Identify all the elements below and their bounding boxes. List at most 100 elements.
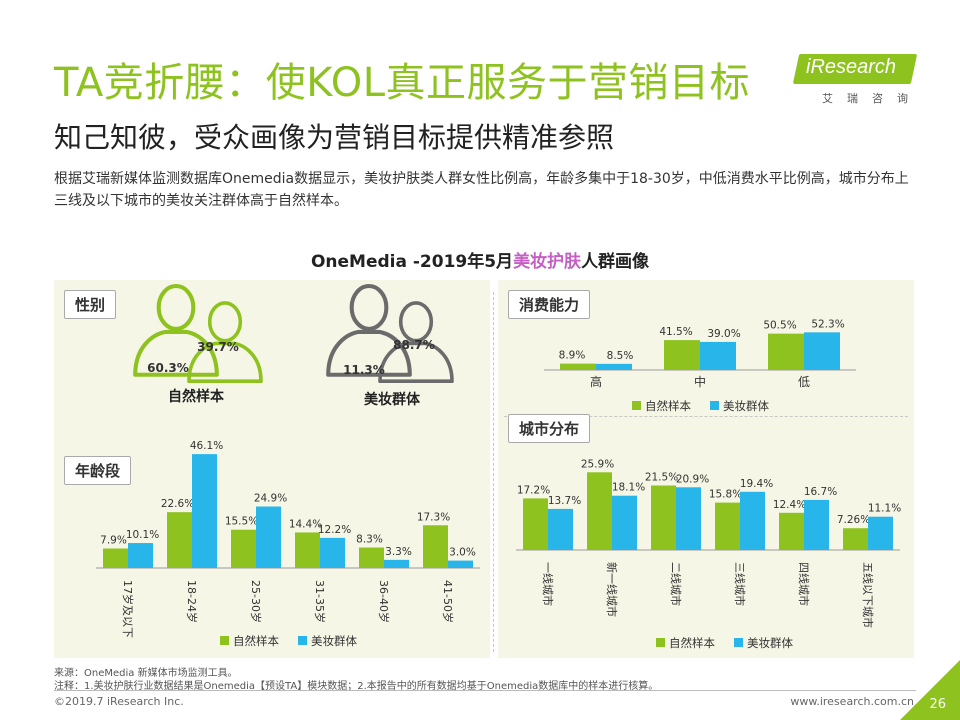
bar-beauty (676, 487, 701, 550)
legend-label-natural: 自然样本 (233, 634, 279, 648)
male-icon (326, 283, 412, 377)
x-tick-label: 中 (694, 374, 706, 389)
bar-natural (651, 485, 676, 550)
female-icon-head (398, 301, 434, 343)
website: www.iresearch.com.cn (790, 695, 914, 708)
x-tick-label: 低 (798, 375, 810, 389)
bar-beauty (804, 499, 829, 550)
bar-data-label: 16.7% (804, 486, 837, 498)
bar-data-label: 3.0% (449, 547, 476, 559)
gender-group-label: 美妆群体 (364, 391, 421, 408)
bar-beauty (548, 508, 573, 550)
vertical-divider (493, 292, 494, 652)
legend-swatch-beauty (710, 401, 719, 410)
bar-data-label: 15.5% (225, 516, 258, 528)
logo-text: iResearch (806, 56, 897, 78)
bar-data-label: 17.2% (517, 484, 550, 496)
x-tick-label: 高 (590, 374, 602, 389)
bar-natural (587, 472, 612, 550)
x-tick-label: 三线城市 (733, 562, 747, 606)
bar-beauty (448, 560, 473, 568)
male-icon-head (349, 283, 389, 331)
female-icon-body (378, 341, 454, 384)
bar-data-label: 14.4% (289, 518, 322, 530)
x-tick-label: 五线以下城市 (861, 562, 875, 628)
footer-divider (54, 690, 916, 691)
bar-data-label: 7.9% (100, 534, 127, 546)
bar-data-label: 18.1% (612, 482, 645, 494)
footer-source: 来源：OneMedia 新媒体市场监测工具。 (54, 668, 238, 679)
legend-swatch-natural (632, 401, 641, 410)
bar-natural (715, 502, 740, 550)
bar-data-label: 19.4% (740, 478, 773, 490)
section-label-city: 城市分布 (508, 414, 591, 443)
page-title: TA竞折腰：使KOL真正服务于营销目标 (54, 60, 751, 106)
x-tick-label: 四线城市 (797, 562, 811, 606)
gender-female-pct: 39.7% (197, 340, 239, 354)
male-icon-head (156, 283, 196, 331)
bar-data-label: 12.4% (773, 499, 806, 511)
bar-data-label: 52.3% (811, 318, 844, 330)
iresearch-logo: iResearch 艾瑞咨询 (792, 50, 922, 110)
legend-label-natural: 自然样本 (669, 636, 715, 650)
bar-data-label: 22.6% (161, 498, 194, 510)
legend-swatch-beauty (298, 636, 307, 645)
bar-beauty (320, 537, 345, 568)
bar-natural (843, 528, 868, 550)
legend-label-beauty: 美妆群体 (723, 399, 769, 413)
horizontal-divider (504, 416, 908, 417)
bar-beauty (868, 516, 893, 550)
legend-label-beauty: 美妆群体 (311, 634, 357, 648)
x-tick-label: 一线城市 (541, 562, 555, 606)
section-label-gender: 性别 (64, 290, 117, 319)
male-icon-body (133, 329, 219, 377)
bar-data-label: 8.5% (607, 350, 634, 362)
gender-group-label: 自然样本 (168, 388, 225, 405)
footer-note: 注释：1.美妆护肤行业数据结果是Onemedia【预设TA】模块数据；2.本报告… (54, 681, 659, 692)
page-number: 26 (929, 697, 946, 712)
bar-data-label: 3.3% (385, 546, 412, 558)
bar-data-label: 12.2% (318, 524, 351, 536)
bar-data-label: 24.9% (254, 492, 287, 504)
bar-data-label: 13.7% (548, 495, 581, 507)
x-tick-label: 18-24岁 (185, 580, 199, 623)
bar-data-label: 8.9% (559, 350, 586, 362)
bar-beauty (700, 341, 736, 370)
bar-natural (295, 532, 320, 568)
bar-natural (523, 498, 548, 550)
bar-data-label: 15.8% (709, 489, 742, 501)
legend-swatch-natural (656, 638, 665, 647)
x-tick-label: 36-40岁 (377, 580, 391, 623)
bar-natural (167, 512, 192, 568)
bar-beauty (256, 506, 281, 568)
legend-label-beauty: 美妆群体 (747, 636, 793, 650)
bar-beauty (612, 495, 637, 550)
gender-male-pct: 11.3% (343, 363, 385, 377)
bar-natural (423, 525, 448, 568)
x-tick-label: 17岁及以下 (121, 580, 135, 638)
x-tick-label: 25-30岁 (249, 580, 263, 623)
bar-data-label: 21.5% (645, 472, 678, 484)
bar-beauty (596, 363, 632, 370)
section-label-age: 年龄段 (64, 456, 132, 485)
chart-title-prefix: OneMedia -2019年5月 (310, 252, 514, 272)
bar-data-label: 17.3% (417, 511, 450, 523)
bar-data-label: 11.1% (868, 503, 901, 515)
page-corner (900, 660, 960, 720)
section-label-spending: 消费能力 (508, 290, 591, 319)
page-subtitle: 知己知彼，受众画像为营销目标提供精准参照 (54, 121, 615, 154)
bar-beauty (740, 491, 765, 550)
gender-male-pct: 60.3% (147, 361, 189, 375)
legend-swatch-beauty (734, 638, 743, 647)
bar-natural (664, 340, 700, 370)
bar-data-label: 25.9% (581, 458, 614, 470)
bar-beauty (804, 332, 840, 370)
bar-natural (103, 548, 128, 568)
bar-natural (779, 512, 804, 550)
bar-data-label: 39.0% (707, 328, 740, 340)
bar-data-label: 46.1% (190, 440, 223, 452)
legend-swatch-natural (220, 636, 229, 645)
bar-data-label: 50.5% (763, 320, 796, 332)
bar-natural (359, 547, 384, 568)
